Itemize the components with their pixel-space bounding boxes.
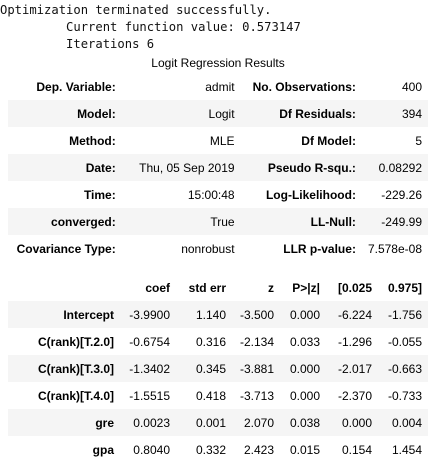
cell: -2.370 bbox=[337, 388, 372, 403]
cell: -0.663 bbox=[387, 361, 422, 376]
cell: -1.296 bbox=[337, 334, 372, 349]
cell: 0.418 bbox=[195, 388, 226, 403]
cell: -0.733 bbox=[387, 388, 422, 403]
column-header: z bbox=[268, 280, 274, 295]
cell: 0.000 bbox=[341, 415, 372, 430]
console-line: Current function value: 0.573147 bbox=[0, 20, 301, 34]
summary-value: 394 bbox=[401, 106, 422, 121]
row-label: gre bbox=[95, 415, 114, 430]
table-row: Method: MLE Df Model: 5 bbox=[8, 127, 428, 154]
cell: 0.332 bbox=[195, 442, 226, 457]
summary-label: LL-Null: bbox=[310, 214, 356, 229]
table-row: gre 0.0023 0.001 2.070 0.038 0.000 0.004 bbox=[8, 409, 428, 436]
model-summary-table: Dep. Variable: admit No. Observations: 4… bbox=[8, 73, 428, 262]
cell: 0.001 bbox=[195, 415, 226, 430]
cell: 1.454 bbox=[391, 442, 422, 457]
table-row: Date: Thu, 05 Sep 2019 Pseudo R-squ.: 0.… bbox=[8, 154, 428, 181]
summary-label: Dep. Variable: bbox=[36, 79, 116, 94]
summary-value: Thu, 05 Sep 2019 bbox=[139, 160, 235, 175]
summary-value: 0.08292 bbox=[378, 160, 422, 175]
table-header-row: coef std err z P>|z| [0.025 0.975] bbox=[8, 274, 428, 301]
cell: 0.000 bbox=[289, 307, 320, 322]
table-row: Intercept -3.9900 1.140 -3.500 0.000 -6.… bbox=[8, 301, 428, 328]
summary-value: -249.99 bbox=[381, 214, 422, 229]
column-header bbox=[8, 274, 120, 301]
cell: -2.134 bbox=[239, 334, 274, 349]
summary-label: Model: bbox=[77, 106, 116, 121]
summary-label: Pseudo R-squ.: bbox=[267, 160, 356, 175]
cell: -6.224 bbox=[337, 307, 372, 322]
summary-value: 400 bbox=[401, 79, 422, 94]
cell: 0.8040 bbox=[133, 442, 170, 457]
cell: 0.316 bbox=[195, 334, 226, 349]
summary-label: Date: bbox=[85, 160, 116, 175]
summary-label: LLR p-value: bbox=[283, 241, 356, 256]
cell: -2.017 bbox=[337, 361, 372, 376]
table-caption: Logit Regression Results bbox=[151, 56, 285, 70]
cell: 0.000 bbox=[289, 388, 320, 403]
cell: -0.055 bbox=[387, 334, 422, 349]
summary-value: Logit bbox=[208, 106, 235, 121]
cell: -3.500 bbox=[239, 307, 274, 322]
table-row: Model: Logit Df Residuals: 394 bbox=[8, 100, 428, 127]
table-row: Covariance Type: nonrobust LLR p-value: … bbox=[8, 235, 428, 262]
summary-label: Method: bbox=[69, 133, 116, 148]
row-label: C(rank)[T.4.0] bbox=[37, 388, 114, 403]
cell: 0.004 bbox=[391, 415, 422, 430]
cell: 0.154 bbox=[341, 442, 372, 457]
console-line: Optimization terminated successfully. bbox=[0, 3, 272, 17]
summary-label: Df Model: bbox=[301, 133, 356, 148]
summary-label: No. Observations: bbox=[252, 79, 356, 94]
table-row: Time: 15:00:48 Log-Likelihood: -229.26 bbox=[8, 181, 428, 208]
summary-value: -229.26 bbox=[381, 187, 422, 202]
cell: 2.423 bbox=[243, 442, 274, 457]
cell: 0.000 bbox=[289, 361, 320, 376]
table-row: gpa 0.8040 0.332 2.423 0.015 0.154 1.454 bbox=[8, 436, 428, 463]
cell: 2.070 bbox=[243, 415, 274, 430]
cell: 0.038 bbox=[289, 415, 320, 430]
summary-label: Covariance Type: bbox=[16, 241, 116, 256]
table-row: C(rank)[T.3.0] -1.3402 0.345 -3.881 0.00… bbox=[8, 355, 428, 382]
summary-value: admit bbox=[205, 79, 235, 94]
column-header: std err bbox=[188, 280, 226, 295]
summary-value: 15:00:48 bbox=[187, 187, 235, 202]
cell: 0.0023 bbox=[133, 415, 170, 430]
summary-label: Df Residuals: bbox=[279, 106, 356, 121]
row-label: Intercept bbox=[63, 307, 114, 322]
cell: -1.3402 bbox=[129, 361, 170, 376]
summary-value: 7.578e-08 bbox=[367, 241, 422, 256]
console-line: Iterations 6 bbox=[0, 37, 155, 51]
cell: 0.345 bbox=[195, 361, 226, 376]
cell: -3.9900 bbox=[129, 307, 170, 322]
table-row: C(rank)[T.2.0] -0.6754 0.316 -2.134 0.03… bbox=[8, 328, 428, 355]
cell: 0.015 bbox=[289, 442, 320, 457]
console-output: Optimization terminated successfully. Cu… bbox=[0, 2, 301, 53]
row-label: gpa bbox=[92, 442, 114, 457]
summary-value: MLE bbox=[209, 133, 235, 148]
cell: 0.033 bbox=[289, 334, 320, 349]
summary-label: Time: bbox=[83, 187, 116, 202]
summary-label: Log-Likelihood: bbox=[265, 187, 356, 202]
summary-label: converged: bbox=[51, 214, 116, 229]
table-row: converged: True LL-Null: -249.99 bbox=[8, 208, 428, 235]
column-header: [0.025 bbox=[337, 280, 372, 295]
row-label: C(rank)[T.2.0] bbox=[37, 334, 114, 349]
cell: 1.140 bbox=[195, 307, 226, 322]
coefficient-table: coef std err z P>|z| [0.025 0.975] Inter… bbox=[8, 274, 428, 463]
column-header: P>|z| bbox=[292, 280, 320, 295]
cell: -1.5515 bbox=[129, 388, 170, 403]
column-header: coef bbox=[145, 280, 170, 295]
cell: -3.881 bbox=[239, 361, 274, 376]
cell: -3.713 bbox=[239, 388, 274, 403]
table-row: C(rank)[T.4.0] -1.5515 0.418 -3.713 0.00… bbox=[8, 382, 428, 409]
row-label: C(rank)[T.3.0] bbox=[37, 361, 114, 376]
summary-value: nonrobust bbox=[181, 241, 235, 256]
summary-value: True bbox=[210, 214, 235, 229]
cell: -1.756 bbox=[387, 307, 422, 322]
summary-value: 5 bbox=[415, 133, 422, 148]
cell: -0.6754 bbox=[129, 334, 170, 349]
table-row: Dep. Variable: admit No. Observations: 4… bbox=[8, 73, 428, 100]
column-header: 0.975] bbox=[387, 280, 422, 295]
